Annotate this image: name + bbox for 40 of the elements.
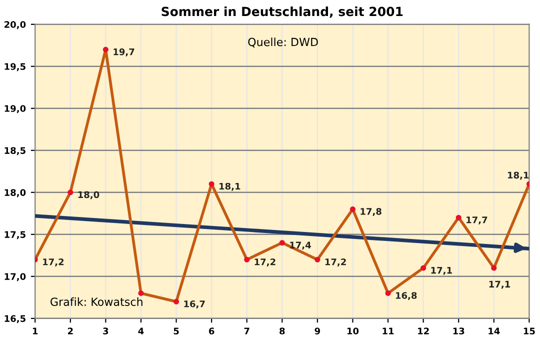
- y-tick-label: 19,0: [4, 105, 26, 114]
- annotation: Quelle: DWD: [248, 38, 318, 48]
- data-label: 17,1: [431, 266, 452, 275]
- data-label: 18,1: [220, 182, 240, 191]
- data-label: 16,7: [184, 300, 205, 308]
- x-tick-label: 15: [524, 328, 535, 334]
- x-tick-label: 11: [382, 328, 394, 334]
- x-tick-label: 14: [488, 328, 500, 334]
- x-tick-label: 2: [68, 328, 73, 334]
- y-tick-label: 18,5: [4, 147, 26, 156]
- x-tick-label: 12: [418, 328, 429, 334]
- x-tick-label: 9: [314, 328, 320, 334]
- x-tick-label: 7: [244, 328, 250, 334]
- x-tick-label: 5: [174, 328, 179, 334]
- data-label: 16,8: [396, 292, 417, 300]
- x-tick-label: 10: [347, 328, 359, 334]
- y-tick-label: 17,5: [4, 231, 26, 240]
- y-tick-label: 20,0: [4, 21, 26, 30]
- data-label: 17,2: [325, 258, 346, 266]
- x-tick-label: 13: [453, 328, 464, 334]
- data-label: 19,7: [114, 48, 134, 56]
- chart-title: Sommer in Deutschland, seit 2001: [162, 6, 403, 18]
- data-label: 17,7: [466, 216, 488, 224]
- data-label: 17,4: [290, 242, 311, 250]
- x-tick-label: 6: [208, 328, 214, 334]
- y-tick-label: 19,5: [4, 63, 26, 72]
- y-tick-label: 18,0: [4, 189, 26, 198]
- x-tick-label: 3: [103, 328, 108, 334]
- data-label: 17,8: [360, 208, 382, 216]
- data-label: 18,0: [78, 191, 100, 200]
- y-tick-label: 16,5: [4, 315, 26, 324]
- data-label: 17,1: [489, 280, 510, 289]
- data-label: 18,1: [508, 172, 529, 180]
- x-tick-label: 1: [32, 328, 38, 334]
- data-label: 17,2: [254, 258, 276, 266]
- y-tick-label: 17,0: [4, 273, 26, 282]
- x-tick-label: 8: [280, 328, 285, 334]
- x-tick-label: 4: [138, 328, 144, 334]
- annotation: Grafik: Kowatsch: [50, 297, 142, 306]
- data-label: 17,2: [43, 258, 64, 266]
